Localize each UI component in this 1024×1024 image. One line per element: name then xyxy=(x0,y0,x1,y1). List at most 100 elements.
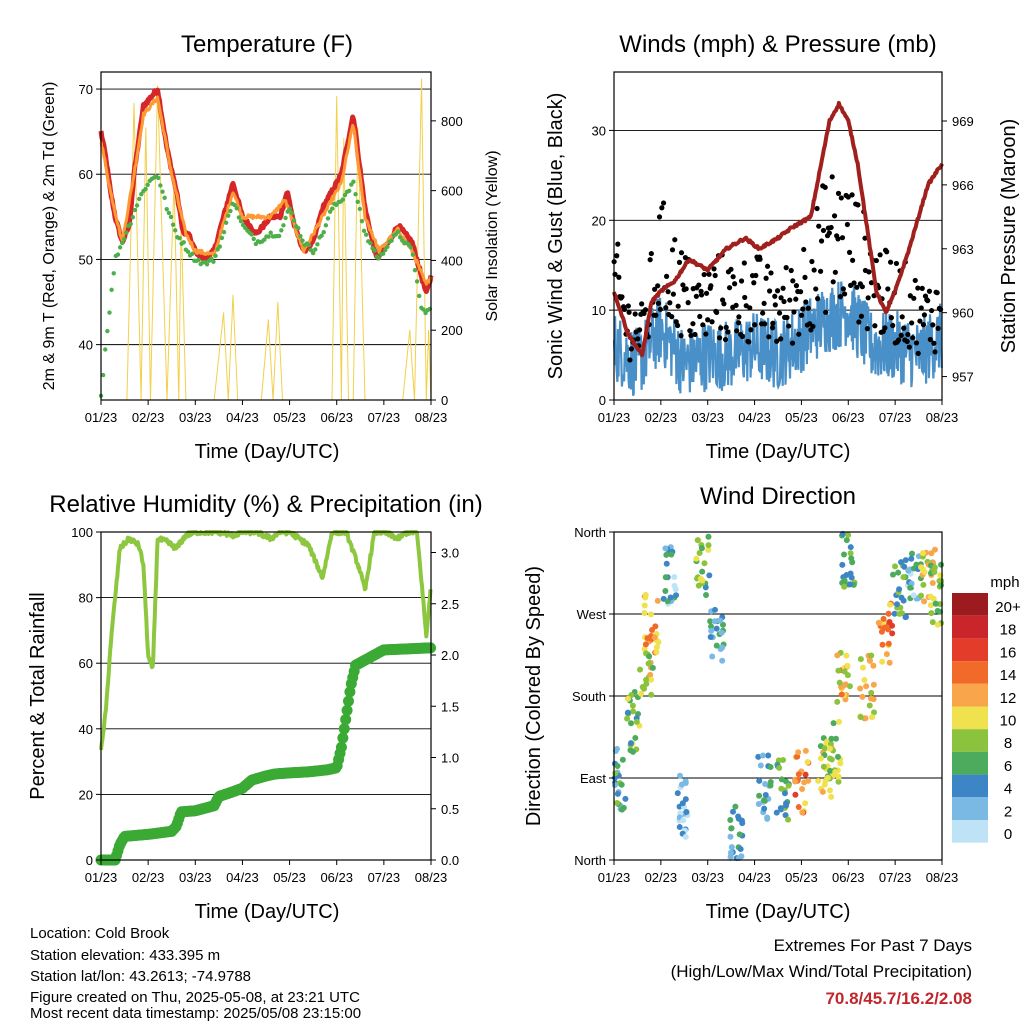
direction-point xyxy=(767,763,774,770)
gust-point xyxy=(905,331,911,338)
winds-y2label: Station Pressure (Maroon) xyxy=(998,119,1020,354)
gust-point xyxy=(615,241,621,247)
info-created: Figure created on Thu, 2025-05-08, at 23… xyxy=(30,989,360,1006)
gust-point xyxy=(660,200,667,206)
direction-point xyxy=(701,560,708,567)
gust-point xyxy=(627,357,633,363)
direction-point xyxy=(676,772,683,779)
gust-point xyxy=(840,286,846,292)
precip-point xyxy=(340,714,352,726)
legend-label: 6 xyxy=(1004,758,1012,775)
gust-point xyxy=(659,205,665,211)
dewpoint-point xyxy=(177,235,182,241)
dewpoint-point xyxy=(351,179,356,184)
direction-point xyxy=(828,756,835,763)
gust-point xyxy=(813,286,819,292)
gust-point xyxy=(787,297,793,303)
gust-point xyxy=(760,310,766,316)
direction-point xyxy=(708,623,715,630)
legend-label: 14 xyxy=(1000,667,1017,684)
direction-point xyxy=(709,653,716,660)
gust-point xyxy=(791,309,797,315)
gust-point xyxy=(766,334,772,340)
dewpoint-point xyxy=(115,252,121,257)
gust-point xyxy=(909,320,915,326)
dewpoint-point xyxy=(107,310,112,315)
direction-point xyxy=(834,698,841,705)
dewpoint-point xyxy=(128,221,133,227)
gust-point xyxy=(697,313,703,320)
dewpoint-point xyxy=(310,250,316,256)
gust-point xyxy=(614,253,620,259)
info-latlon: Station lat/lon: 43.2613; -74.9788 xyxy=(30,968,251,985)
gust-point xyxy=(692,331,698,338)
temp-2m-line xyxy=(98,87,434,294)
y-tick-label: 0 xyxy=(599,393,606,408)
direction-point xyxy=(672,586,679,593)
direction-point xyxy=(844,662,851,669)
gust-point xyxy=(798,289,804,295)
humidity-panel: Relative Humidity (%) & Precipitation (i… xyxy=(27,491,483,923)
dewpoint-point xyxy=(221,229,227,235)
x-tick-label: 07/23 xyxy=(879,410,912,425)
direction-point xyxy=(708,627,715,634)
direction-point xyxy=(663,560,670,567)
direction-point xyxy=(736,831,743,838)
gust-point xyxy=(917,318,923,324)
legend-label: 8 xyxy=(1004,735,1012,752)
gust-point xyxy=(901,325,907,331)
direction-point xyxy=(719,657,726,664)
direction-point xyxy=(905,567,912,574)
dewpoint-point xyxy=(291,218,297,223)
dewpoint-point xyxy=(287,206,293,212)
dewpoint-point xyxy=(226,213,231,218)
winds-frame xyxy=(613,71,943,401)
direction-point xyxy=(898,559,905,566)
legend-swatch xyxy=(952,683,988,707)
dewpoint-point xyxy=(236,215,242,220)
winds-panel: Winds (mph) & Pressure (mb) 01/23 02/23 03… xyxy=(545,31,1020,463)
gust-point xyxy=(780,285,786,291)
x-tick-label: 02/23 xyxy=(132,870,165,885)
temperature-y-ticks: 40 50 60 70 xyxy=(79,82,101,353)
y2-tick-label: 0 xyxy=(441,393,448,408)
gust-point xyxy=(839,235,846,241)
gust-point xyxy=(810,323,816,330)
x-tick-label: 03/23 xyxy=(691,870,724,885)
direction-point xyxy=(611,782,618,789)
dewpoint-point xyxy=(380,251,386,256)
y2-tick-label: 2.0 xyxy=(441,648,459,663)
direction-point xyxy=(918,564,925,571)
direction-point xyxy=(654,597,661,604)
gust-point xyxy=(776,310,783,316)
gust-point xyxy=(678,250,685,256)
direction-point xyxy=(619,756,626,763)
dewpoint-point xyxy=(325,216,331,221)
direction-point xyxy=(847,581,854,588)
direction-point xyxy=(651,634,658,641)
y2-tick-label: 800 xyxy=(441,114,463,129)
gust-point xyxy=(829,174,835,180)
gust-point xyxy=(706,271,712,277)
direction-point xyxy=(728,844,735,851)
dewpoint-point xyxy=(357,206,363,212)
direction-point xyxy=(782,812,789,819)
wind-direction-ylabel: Direction (Colored By Speed) xyxy=(523,566,545,826)
dewpoint-point xyxy=(414,279,420,284)
dewpoint-point xyxy=(372,248,377,253)
x-tick-label: 01/23 xyxy=(598,410,631,425)
direction-point xyxy=(645,660,652,667)
direction-point xyxy=(668,551,675,558)
gust-point xyxy=(856,319,862,325)
direction-point xyxy=(698,545,705,552)
direction-point xyxy=(624,715,631,722)
direction-point xyxy=(662,574,669,581)
dewpoint-point xyxy=(300,238,305,243)
direction-point xyxy=(713,625,720,632)
direction-point xyxy=(889,571,896,578)
direction-point xyxy=(805,777,812,784)
humidity-grid xyxy=(101,531,431,861)
dewpoint-point xyxy=(277,233,282,239)
gust-point xyxy=(912,277,918,284)
dewpoint-point xyxy=(268,230,273,235)
